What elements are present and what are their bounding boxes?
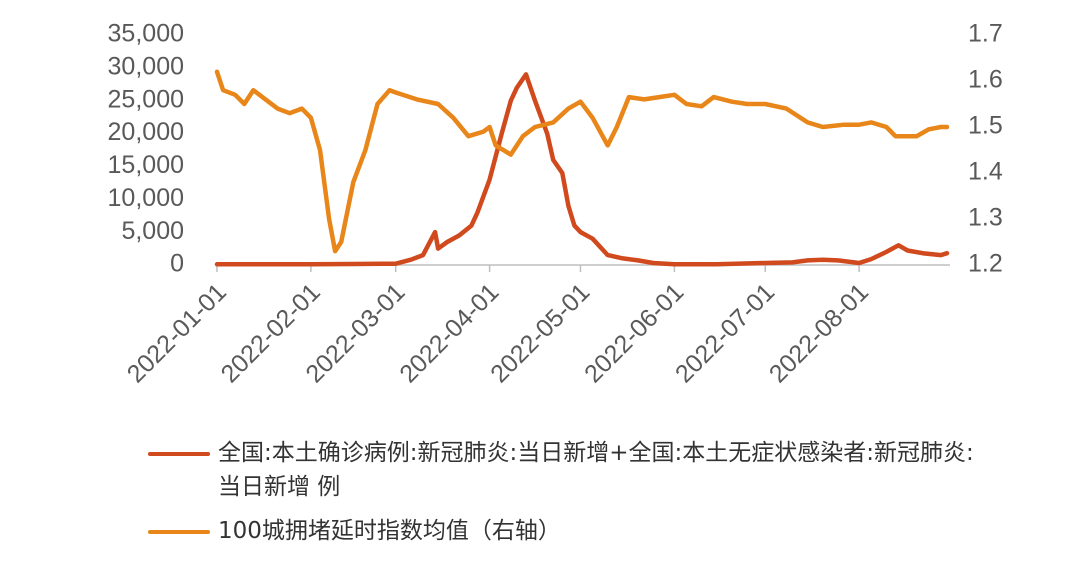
y2-tick-label: 1.7 (968, 20, 1003, 48)
legend: 全国:本土确诊病例:新冠肺炎:当日新增+全国:本土无症状感染者:新冠肺炎:当日新… (148, 436, 988, 558)
y-tick-label: 30,000 (108, 52, 184, 80)
y-tick-label: 15,000 (108, 151, 184, 179)
x-tick-label: 2022-01-01 (122, 278, 232, 388)
legend-swatch (148, 530, 210, 534)
y2-tick-label: 1.2 (968, 250, 1003, 278)
y-tick-label: 5,000 (121, 217, 184, 245)
series-line (214, 69, 950, 254)
legend-item: 全国:本土确诊病例:新冠肺炎:当日新增+全国:本土无症状感染者:新冠肺炎:当日新… (148, 436, 988, 504)
legend-swatch (148, 452, 210, 456)
series-line (214, 72, 950, 267)
x-tick-label: 2022-08-01 (764, 278, 874, 388)
x-tick-label: 2022-07-01 (670, 278, 780, 388)
y2-tick-label: 1.3 (968, 204, 1003, 232)
y-tick-label: 0 (170, 250, 184, 278)
legend-label: 100城拥堵延时指数均值（右轴） (218, 518, 561, 544)
y2-tick-label: 1.4 (968, 158, 1003, 186)
y-tick-label: 20,000 (108, 118, 184, 146)
chart: 0 5,000 10,000 15,000 20,000 25,000 30,000 35,0… (108, 20, 1003, 389)
y2-tick-label: 1.6 (968, 66, 1003, 94)
x-tick-label: 2022-05-01 (485, 278, 595, 388)
legend-label: 全国:本土确诊病例:新冠肺炎:当日新增+全国:本土无症状感染者:新冠肺炎:当日新… (218, 440, 974, 500)
y2-tick-label: 1.5 (968, 112, 1003, 140)
y-tick-label: 25,000 (108, 85, 184, 113)
legend-item: 100城拥堵延时指数均值（右轴） (148, 514, 988, 548)
y-tick-label: 10,000 (108, 184, 184, 212)
y-tick-label: 35,000 (108, 20, 184, 48)
